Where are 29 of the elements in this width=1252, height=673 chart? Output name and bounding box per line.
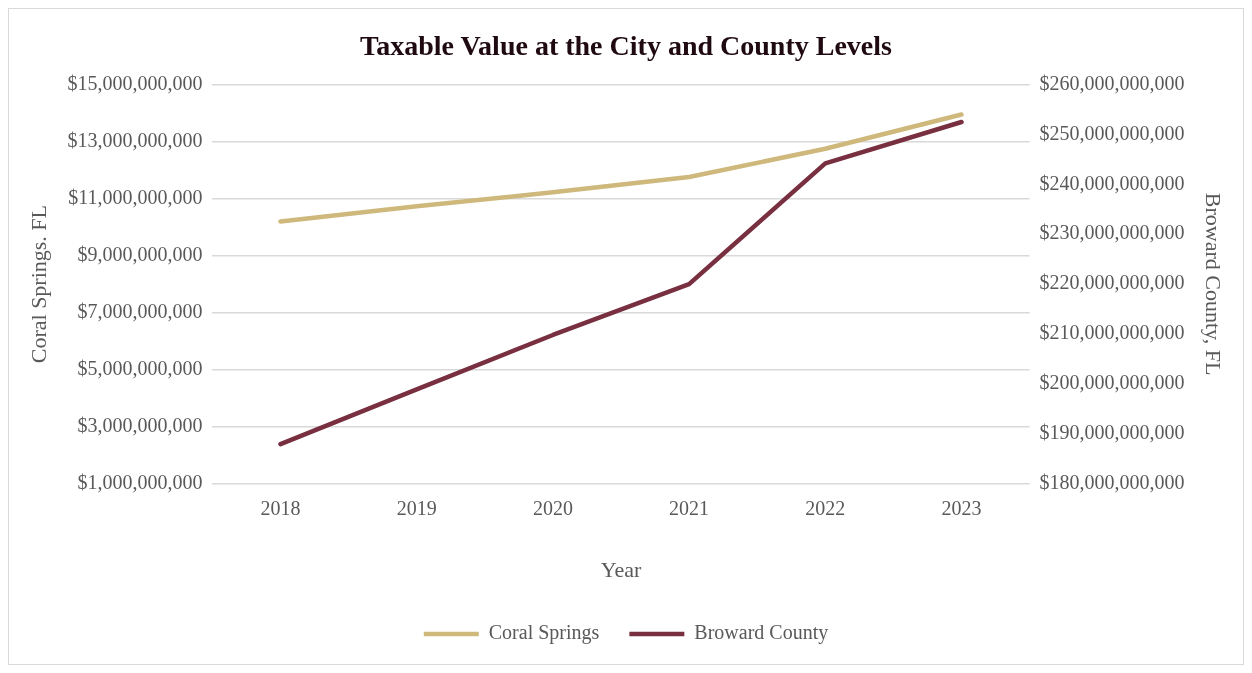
y-tick-label: $11,000,000,000 <box>68 185 203 208</box>
y2-tick-label: $190,000,000,000 <box>1039 420 1185 443</box>
chart-title: Taxable Value at the City and County Levels <box>360 30 893 62</box>
y-tick-label: $15,000,000,000 <box>67 71 203 94</box>
y-tick-label: $7,000,000,000 <box>77 299 203 322</box>
y2-tick-label: $250,000,000,000 <box>1039 121 1185 144</box>
x-axis-title: Year <box>600 556 642 582</box>
legend-label: Broward County <box>694 621 829 645</box>
x-tick-label: 2018 <box>260 496 301 519</box>
x-tick-label: 2023 <box>941 496 982 519</box>
x-tick-label: 2020 <box>532 496 573 519</box>
y-tick-label: $3,000,000,000 <box>77 413 203 436</box>
y2-tick-label: $260,000,000,000 <box>1039 71 1185 94</box>
y-tick-label: $5,000,000,000 <box>77 356 203 379</box>
x-tick-label: 2022 <box>805 496 846 519</box>
y-tick-label: $9,000,000,000 <box>77 242 203 265</box>
y2-tick-label: $240,000,000,000 <box>1039 171 1185 194</box>
y2-tick-label: $210,000,000,000 <box>1039 321 1185 344</box>
y-tick-label: $13,000,000,000 <box>67 128 203 151</box>
y2-tick-label: $200,000,000,000 <box>1039 371 1185 394</box>
y-tick-label: $1,000,000,000 <box>77 470 203 493</box>
y2-tick-label: $180,000,000,000 <box>1039 470 1185 493</box>
x-tick-label: 2019 <box>396 496 437 519</box>
y2-tick-label: $230,000,000,000 <box>1039 221 1185 244</box>
legend-label: Coral Springs <box>488 621 600 645</box>
y-axis-title: Coral Springs. FL <box>25 204 51 364</box>
y2-axis-title: Broward County, FL <box>1201 192 1227 376</box>
y2-tick-label: $220,000,000,000 <box>1039 271 1185 294</box>
x-tick-label: 2021 <box>669 496 710 519</box>
